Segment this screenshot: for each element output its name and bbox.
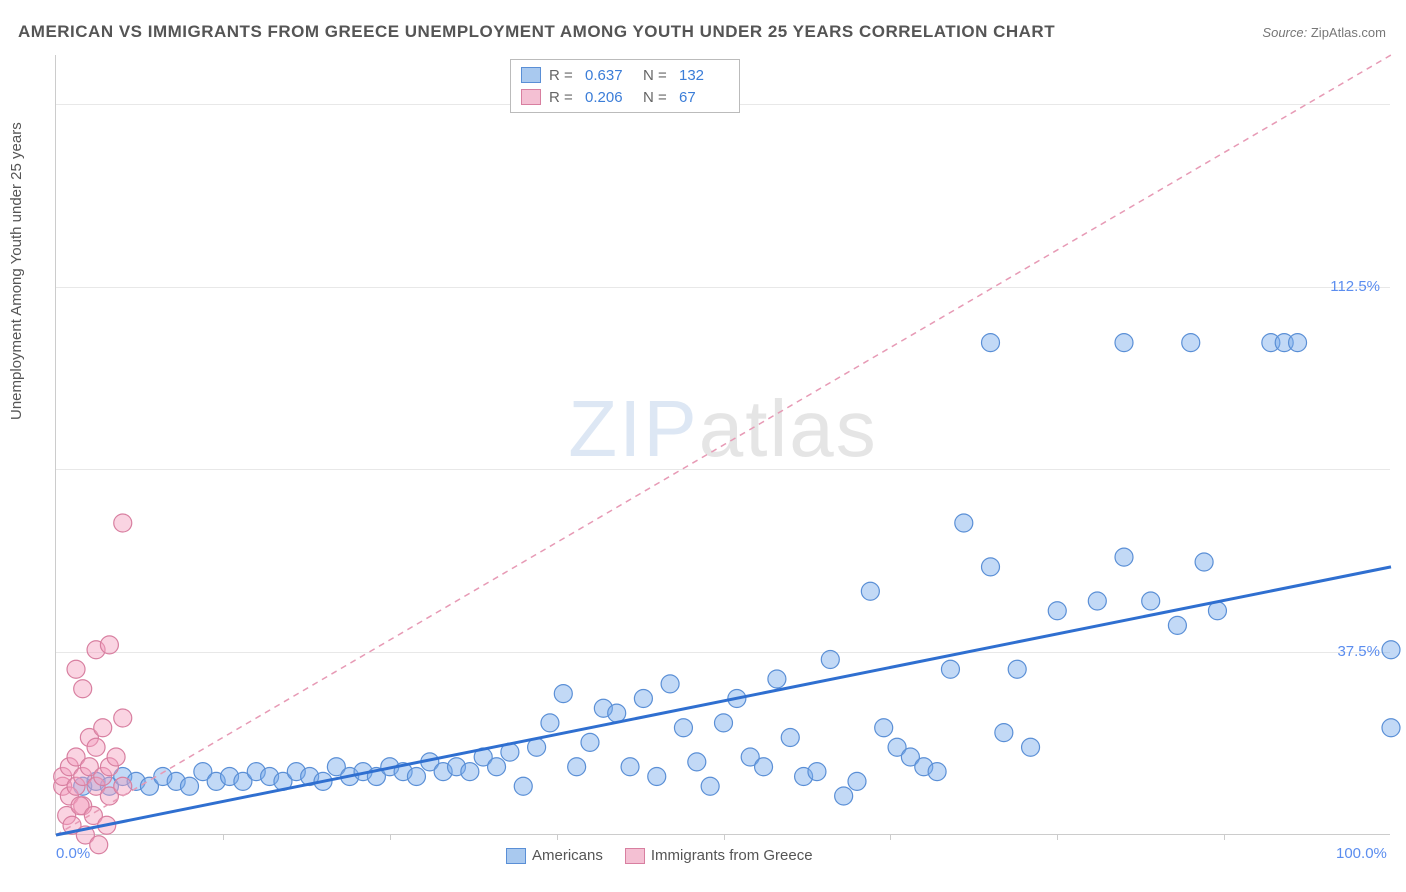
- data-point: [1088, 592, 1106, 610]
- y-tick-label: 37.5%: [1337, 643, 1380, 660]
- data-point: [835, 787, 853, 805]
- data-point: [461, 763, 479, 781]
- chart-svg: [56, 55, 1390, 834]
- data-point: [781, 729, 799, 747]
- plot-area: ZIPatlas R = 0.637 N = 132 R = 0.206 N =…: [55, 55, 1390, 835]
- y-axis-label: Unemployment Among Youth under 25 years: [8, 122, 25, 420]
- data-point: [114, 709, 132, 727]
- data-point: [1022, 738, 1040, 756]
- data-point: [1142, 592, 1160, 610]
- legend-stats: R = 0.637 N = 132 R = 0.206 N = 67: [510, 59, 740, 113]
- x-tick: [1224, 834, 1225, 840]
- swatch-immigrants: [625, 848, 645, 864]
- r-label: R =: [549, 89, 577, 106]
- data-point: [928, 763, 946, 781]
- r-value-immigrants: 0.206: [585, 89, 635, 106]
- data-point: [768, 670, 786, 688]
- data-point: [688, 753, 706, 771]
- chart-title: AMERICAN VS IMMIGRANTS FROM GREECE UNEMP…: [18, 22, 1055, 42]
- data-point: [90, 836, 108, 854]
- data-point: [621, 758, 639, 776]
- data-point: [1382, 641, 1400, 659]
- n-value-americans: 132: [679, 67, 729, 84]
- data-point: [1289, 334, 1307, 352]
- legend-row: R = 0.206 N = 67: [521, 86, 729, 108]
- data-point: [114, 777, 132, 795]
- x-tick: [557, 834, 558, 840]
- data-point: [941, 660, 959, 678]
- x-tick: [223, 834, 224, 840]
- source-attribution: Source: ZipAtlas.com: [1262, 25, 1386, 40]
- data-point: [848, 772, 866, 790]
- data-point: [674, 719, 692, 737]
- data-point: [648, 768, 666, 786]
- data-point: [755, 758, 773, 776]
- legend-item: Americans: [506, 847, 603, 864]
- swatch-immigrants: [521, 89, 541, 105]
- data-point: [74, 680, 92, 698]
- data-point: [1382, 719, 1400, 737]
- data-point: [407, 768, 425, 786]
- data-point: [107, 748, 125, 766]
- data-point: [581, 733, 599, 751]
- data-point: [514, 777, 532, 795]
- data-point: [982, 334, 1000, 352]
- data-point: [114, 514, 132, 532]
- series-label-immigrants: Immigrants from Greece: [651, 847, 813, 864]
- data-point: [87, 738, 105, 756]
- n-label: N =: [643, 67, 671, 84]
- data-point: [634, 690, 652, 708]
- data-point: [995, 724, 1013, 742]
- y-tick-label: 112.5%: [1330, 278, 1380, 295]
- data-point: [955, 514, 973, 532]
- source-label: Source:: [1262, 25, 1307, 40]
- x-tick: [390, 834, 391, 840]
- data-point: [488, 758, 506, 776]
- data-point: [94, 719, 112, 737]
- data-point: [1195, 553, 1213, 571]
- data-point: [1115, 334, 1133, 352]
- series-label-americans: Americans: [532, 847, 603, 864]
- data-point: [701, 777, 719, 795]
- x-tick-label: 0.0%: [56, 845, 90, 862]
- swatch-americans: [521, 67, 541, 83]
- data-point: [875, 719, 893, 737]
- data-point: [1182, 334, 1200, 352]
- x-tick-label: 100.0%: [1336, 845, 1387, 862]
- data-point: [1008, 660, 1026, 678]
- data-point: [982, 558, 1000, 576]
- data-point: [1168, 616, 1186, 634]
- data-point: [861, 582, 879, 600]
- data-point: [608, 704, 626, 722]
- swatch-americans: [506, 848, 526, 864]
- trend-line: [56, 567, 1391, 835]
- r-label: R =: [549, 67, 577, 84]
- legend-item: Immigrants from Greece: [625, 847, 813, 864]
- data-point: [821, 651, 839, 669]
- data-point: [181, 777, 199, 795]
- x-tick: [1057, 834, 1058, 840]
- data-point: [1048, 602, 1066, 620]
- data-point: [1115, 548, 1133, 566]
- data-point: [100, 636, 118, 654]
- legend-series: Americans Immigrants from Greece: [506, 847, 813, 864]
- x-tick: [724, 834, 725, 840]
- data-point: [661, 675, 679, 693]
- data-point: [554, 685, 572, 703]
- x-tick: [890, 834, 891, 840]
- data-point: [541, 714, 559, 732]
- r-value-americans: 0.637: [585, 67, 635, 84]
- data-point: [568, 758, 586, 776]
- legend-row: R = 0.637 N = 132: [521, 64, 729, 86]
- data-point: [715, 714, 733, 732]
- source-value: ZipAtlas.com: [1311, 25, 1386, 40]
- n-value-immigrants: 67: [679, 89, 729, 106]
- data-point: [808, 763, 826, 781]
- data-point: [67, 660, 85, 678]
- n-label: N =: [643, 89, 671, 106]
